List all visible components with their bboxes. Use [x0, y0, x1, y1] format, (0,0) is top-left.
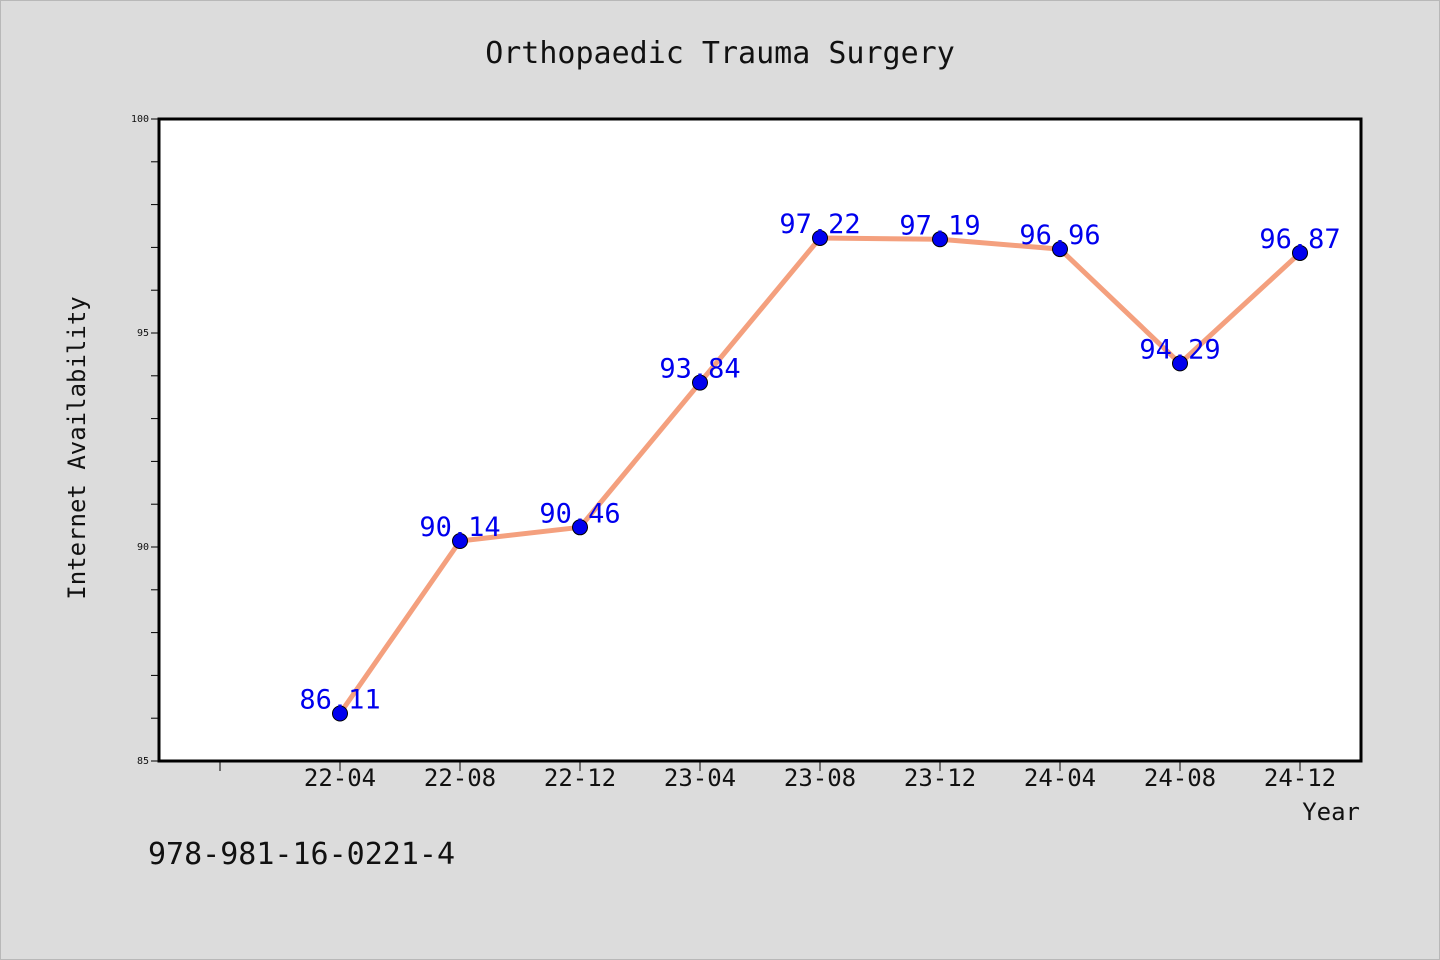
data-label: 90.14	[419, 512, 500, 543]
data-point	[692, 374, 708, 391]
data-label: 97.22	[779, 209, 860, 240]
data-label: 97.19	[899, 210, 980, 241]
data-point	[572, 519, 588, 536]
chart-title: Orthopaedic Trauma Surgery	[485, 36, 955, 71]
data-label: 96.87	[1259, 224, 1340, 255]
x-tick-label: 22-08	[424, 764, 496, 792]
x-tick-label: 23-04	[664, 764, 736, 792]
x-tick-label: 23-12	[904, 764, 976, 792]
data-point	[812, 229, 828, 246]
x-tick-label: 24-08	[1144, 764, 1216, 792]
data-label: 93.84	[659, 354, 740, 385]
data-label: 90.46	[539, 498, 620, 529]
y-tick-label: 100	[131, 114, 149, 125]
x-tick-label: 22-12	[544, 764, 616, 792]
x-axis: 22-04 22-08 22-12 23-04 23-08 23-12 24-04 24-08…	[219, 761, 1336, 792]
data-label: 94.29	[1139, 334, 1220, 365]
data-point	[1172, 355, 1188, 372]
footer-isbn: 978-981-16-0221-4	[148, 837, 455, 872]
data-point	[332, 705, 348, 722]
y-tick-label: 95	[137, 328, 149, 339]
y-axis-label: Internet Availability	[63, 296, 91, 599]
data-point	[1052, 241, 1068, 258]
x-tick-label: 24-12	[1264, 764, 1336, 792]
y-tick-label: 90	[137, 542, 149, 553]
plot-area	[157, 117, 1363, 763]
x-axis-label: Year	[1302, 798, 1360, 826]
data-label: 96.96	[1019, 220, 1100, 251]
data-point	[932, 231, 948, 248]
data-label: 86.11	[299, 684, 380, 715]
series-layer: 86.11 90.14 90.46 93.84 97.22 97.19 96.96 94.29…	[299, 209, 1341, 722]
x-tick-label: 23-08	[784, 764, 856, 792]
y-tick-label: 85	[137, 756, 149, 767]
y-axis: 85 90 95 100	[131, 114, 159, 767]
data-point	[1292, 244, 1308, 261]
x-tick-label: 22-04	[304, 764, 376, 792]
data-point	[452, 533, 468, 550]
x-tick-label: 24-04	[1024, 764, 1096, 792]
